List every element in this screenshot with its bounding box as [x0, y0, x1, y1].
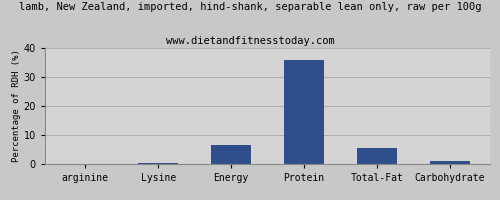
Bar: [430, 161, 470, 164]
Bar: [357, 148, 397, 164]
Text: lamb, New Zealand, imported, hind-shank, separable lean only, raw per 100g: lamb, New Zealand, imported, hind-shank,…: [19, 2, 481, 12]
Bar: [211, 145, 251, 164]
Bar: [138, 163, 178, 164]
Y-axis label: Percentage of RDH (%): Percentage of RDH (%): [12, 50, 21, 162]
Bar: [284, 60, 324, 164]
Text: www.dietandfitnesstoday.com: www.dietandfitnesstoday.com: [166, 36, 334, 46]
